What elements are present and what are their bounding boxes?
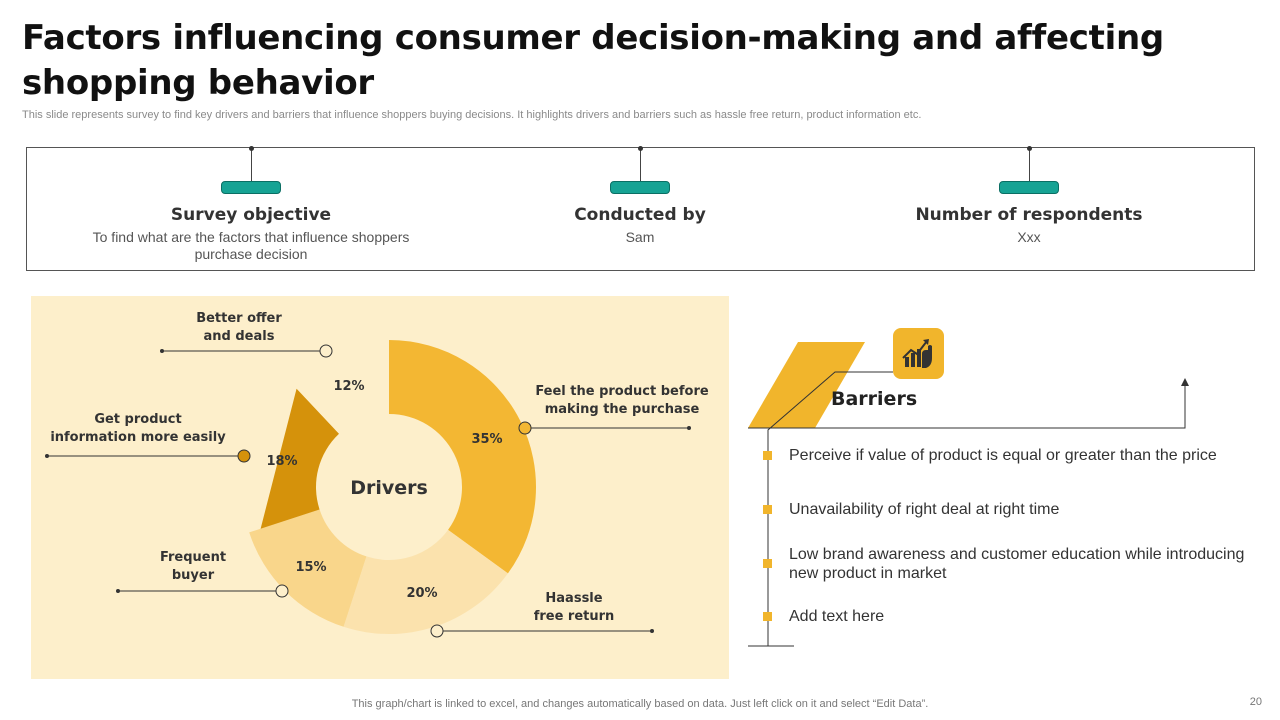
donut-slice-3[interactable] [260,388,340,529]
respondents-card: Number of respondents Xxx [839,146,1219,270]
donut-slice-1[interactable] [343,529,508,634]
slice-value-label: 18% [266,454,297,469]
chart-center-title: Drivers [350,477,428,499]
list-item: Add text here [763,607,1249,626]
slice-category-label: Better offer and deals [196,311,282,344]
conducted-by-heading: Conducted by [574,205,706,225]
barriers-decoration [748,342,1189,647]
slice-value-label: 12% [333,379,364,394]
square-bullet-icon [763,451,772,460]
teal-tab-icon [221,181,281,194]
barriers-section: Barriers Perceive if value of product is… [740,320,1260,660]
leader-end-dot [160,349,164,353]
survey-info-box: Survey objective To find what are the fa… [26,146,1255,271]
slice-value-label: 20% [406,586,437,601]
page-number: 20 [1249,696,1262,708]
conducted-by-text: Sam [625,229,655,245]
leader-anchor-dot [237,449,251,463]
footnote: This graph/chart is linked to excel, and… [351,698,929,710]
list-item: Perceive if value of product is equal or… [763,446,1249,465]
leader-anchor-dot [319,344,333,358]
leader-anchor-dot [430,624,444,638]
list-item: Unavailability of right deal at right ti… [763,500,1249,519]
respondents-heading: Number of respondents [915,205,1143,225]
page-subtitle: This slide represents survey to find key… [22,109,922,121]
square-bullet-icon [763,559,772,568]
leader-end-dot [687,426,691,430]
square-bullet-icon [763,612,772,621]
donut-slice-4[interactable] [288,340,389,434]
conducted-by-card: Conducted by Sam [450,146,830,270]
leader-anchor-dot [275,584,289,598]
teal-tab-icon [999,181,1059,194]
slice-category-label: Frequent buyer [160,550,226,583]
donut-slice-2[interactable] [249,509,367,627]
slice-category-label: Haassle free return [534,591,615,624]
page-title: Factors influencing consumer decision-ma… [22,18,1164,103]
drivers-chart-panel: Drivers 35% Feel the product before making … [31,296,729,679]
barriers-heading: Barriers [831,388,918,410]
slice-category-label: Get product information more easily [50,412,226,445]
survey-objective-card: Survey objective To find what are the fa… [61,146,441,270]
leader-end-dot [45,454,49,458]
teal-tab-icon [610,181,670,194]
drivers-donut-chart[interactable]: Drivers 35% Feel the product before making … [31,296,729,679]
slice-category-label: Feel the product before making the purcha… [535,384,709,417]
leader-end-dot [116,589,120,593]
list-item: Low brand awareness and customer educati… [763,545,1249,583]
leader-anchor-dot [518,421,532,435]
square-bullet-icon [763,505,772,514]
slice-value-label: 35% [471,432,502,447]
survey-objective-text: To find what are the factors that influe… [92,229,410,262]
respondents-text: Xxx [1017,229,1041,245]
leader-end-dot [650,629,654,633]
slice-value-label: 15% [295,560,326,575]
growth-chart-hand-icon [893,328,944,379]
donut-slice-0[interactable] [389,340,536,574]
survey-objective-heading: Survey objective [170,205,332,225]
